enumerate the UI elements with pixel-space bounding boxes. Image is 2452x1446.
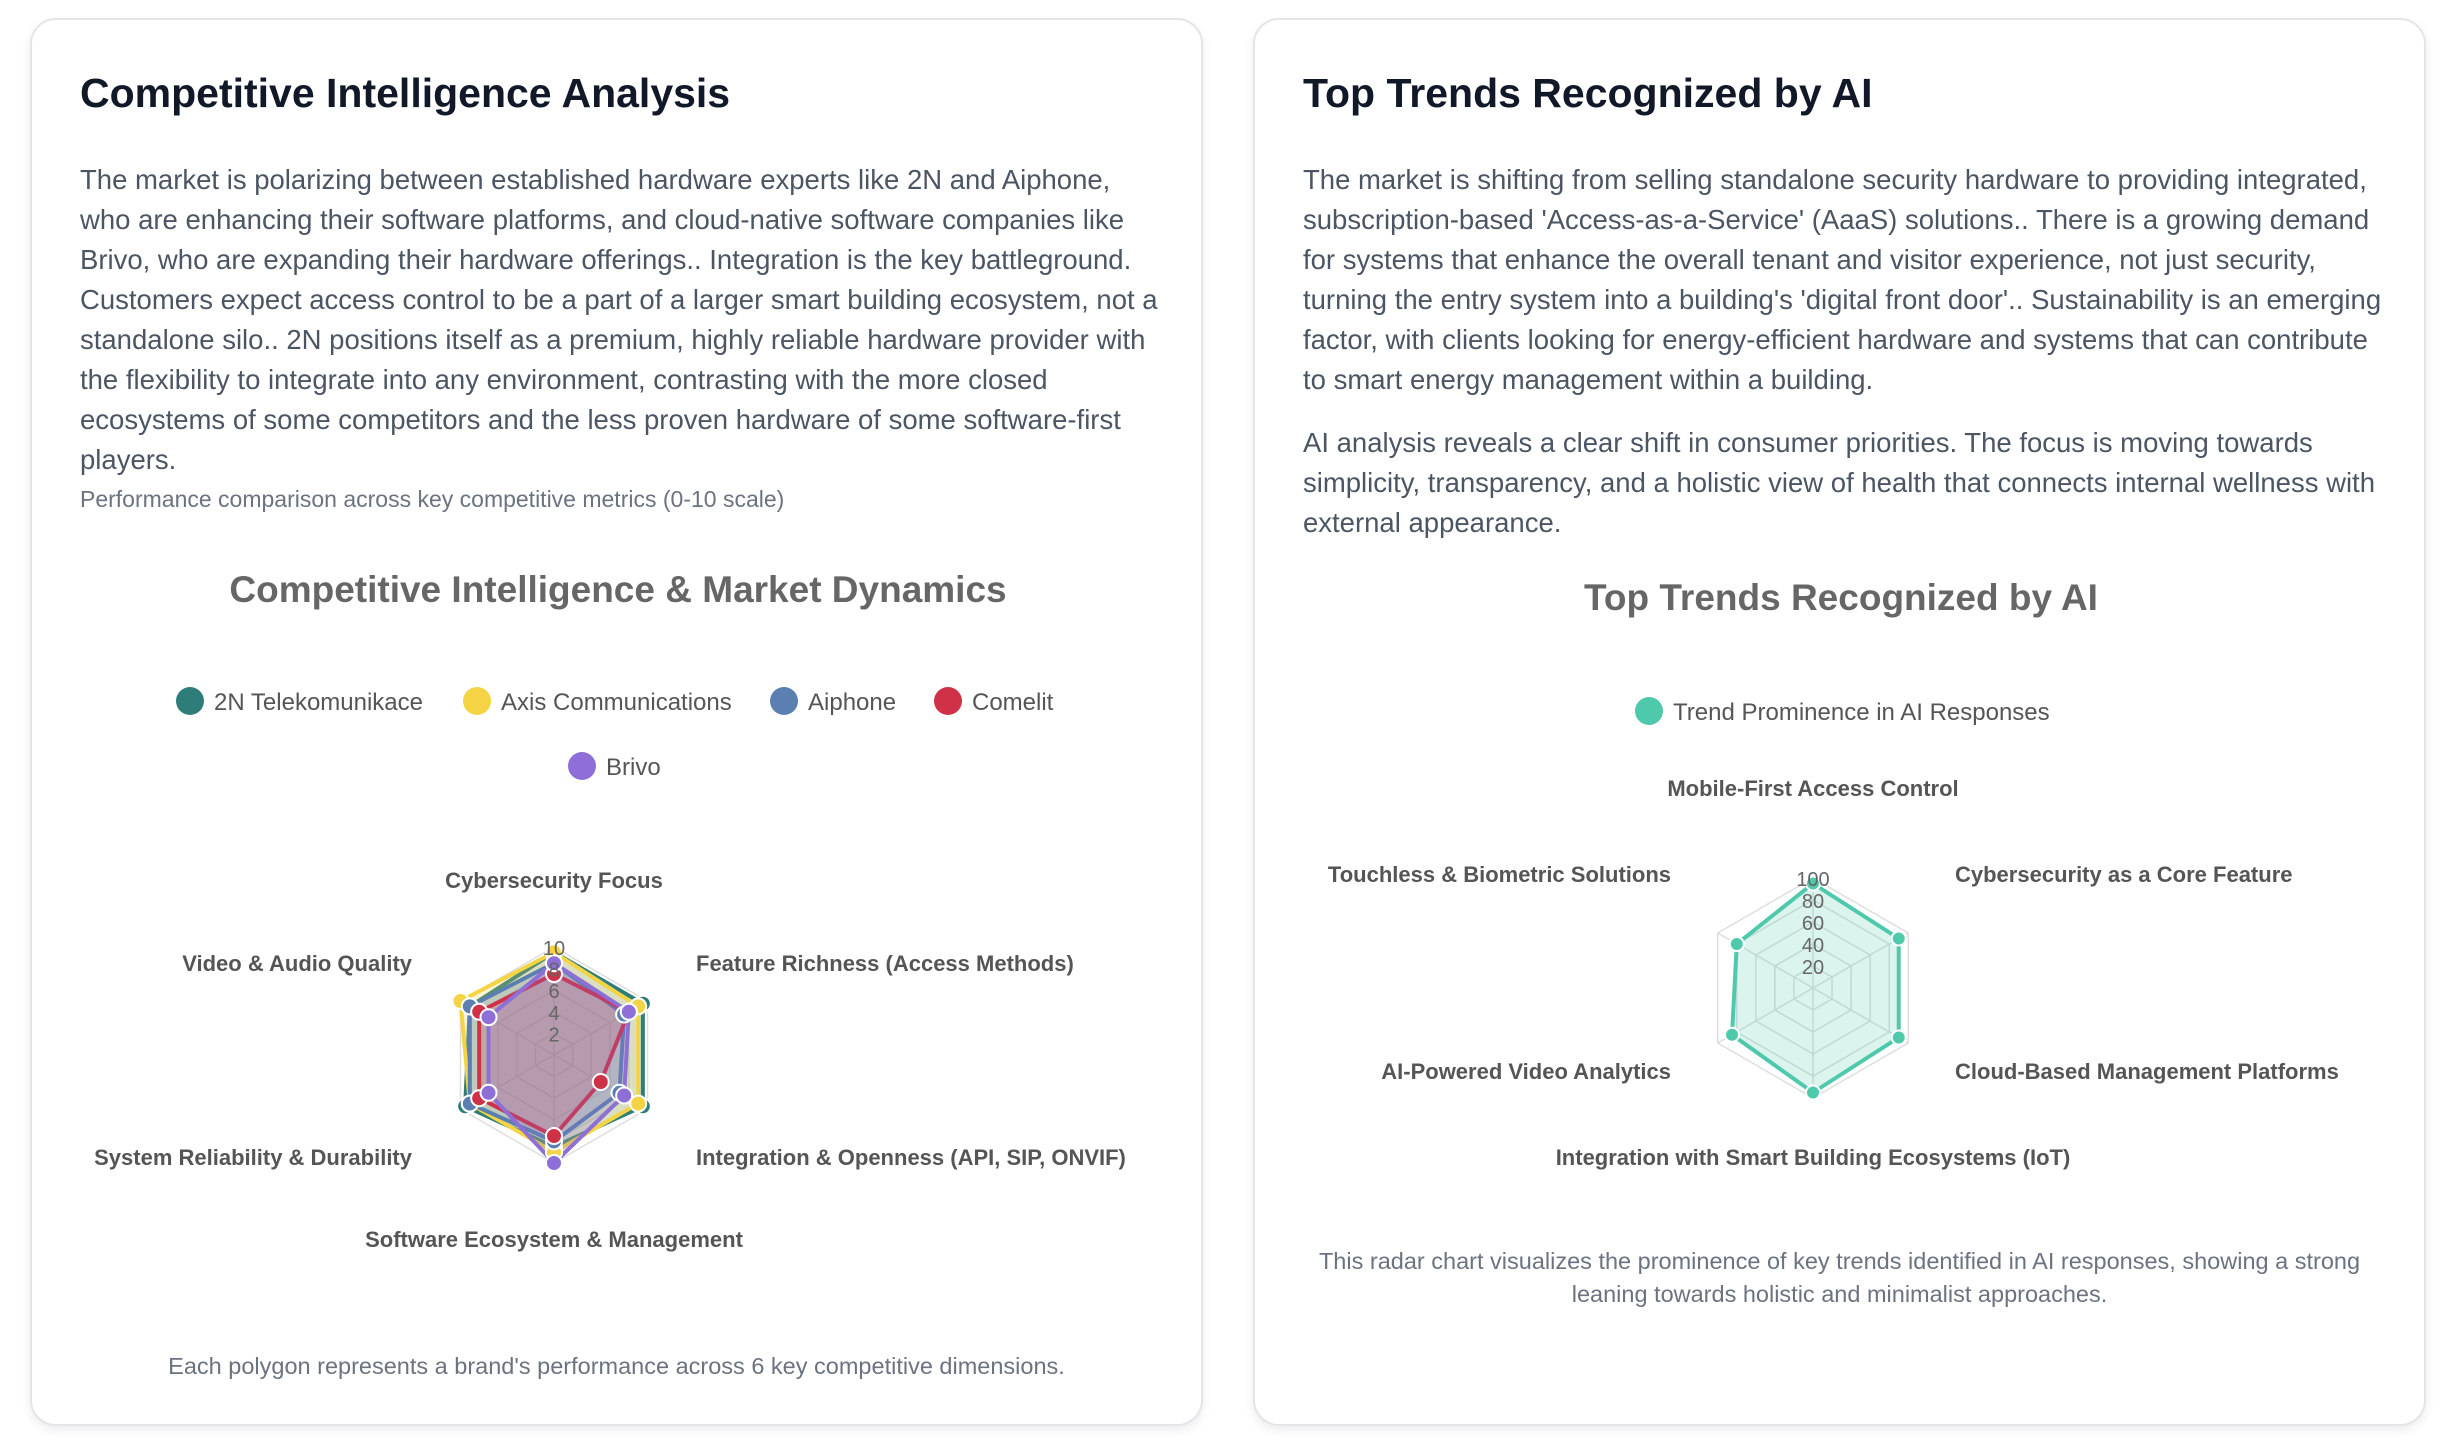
data-point — [1890, 930, 1907, 947]
chart-footnote: This radar chart visualizes the prominen… — [1318, 1248, 2361, 1307]
insight-paragraph: AI analysis reveals a clear shift in con… — [1303, 427, 2375, 538]
analysis-paragraph: The market is polarizing between establi… — [80, 164, 1158, 475]
legend-swatch — [463, 687, 491, 715]
card-title: Top Trends Recognized by AI — [1303, 70, 1873, 116]
data-point — [1890, 1029, 1907, 1046]
radial-tick-label: 2 — [548, 1024, 559, 1046]
legend-item: Trend Prominence in AI Responses — [1635, 697, 2050, 726]
axis-label: Software Ecosystem & Management — [365, 1227, 743, 1252]
top-trends-card: Top Trends Recognized by AI The market i… — [1253, 18, 2426, 1426]
axis-label: Cybersecurity Focus — [445, 868, 663, 893]
legend-label: Aiphone — [808, 689, 896, 716]
radial-tick-label: 100 — [1796, 869, 1829, 891]
axis-label: Touchless & Biometric Solutions — [1328, 862, 1671, 887]
legend-item: Axis Communications — [463, 687, 732, 716]
radial-tick-label: 20 — [1802, 957, 1824, 979]
data-point — [1724, 1026, 1741, 1043]
axis-label: Feature Richness (Access Methods) — [696, 951, 1074, 976]
trends-radar-chart: Top Trends Recognized by AI Trend Promine… — [1328, 577, 2339, 1170]
data-point — [629, 1094, 648, 1113]
data-point — [545, 1127, 563, 1145]
data-point — [591, 1073, 610, 1091]
competitive-intelligence-card: Competitive Intelligence Analysis The ma… — [30, 18, 1203, 1426]
axis-label: Video & Audio Quality — [182, 951, 413, 976]
legend-label: Axis Communications — [501, 689, 732, 716]
axis-label: Integration with Smart Building Ecosyste… — [1556, 1145, 2071, 1170]
data-point — [1728, 936, 1745, 952]
legend-item: Comelit — [934, 687, 1054, 716]
radial-tick-label: 6 — [548, 981, 559, 1003]
radial-tick-label: 40 — [1802, 935, 1824, 957]
axis-label: System Reliability & Durability — [94, 1145, 413, 1170]
data-point — [619, 1002, 638, 1021]
legend-item: Brivo — [568, 752, 661, 781]
chart-title: Competitive Intelligence & Market Dynami… — [229, 569, 1006, 610]
axis-label: Cybersecurity as a Core Feature — [1955, 862, 2293, 887]
data-point — [615, 1086, 634, 1105]
axis-label: Integration & Openness (API, SIP, ONVIF) — [696, 1145, 1126, 1170]
chart-title: Top Trends Recognized by AI — [1584, 577, 2098, 618]
legend-swatch — [1635, 697, 1663, 725]
legend-label: Comelit — [972, 689, 1054, 716]
legend-label: Trend Prominence in AI Responses — [1673, 699, 2050, 726]
axis-label: Mobile-First Access Control — [1667, 776, 1958, 801]
radial-tick-label: 10 — [543, 938, 565, 960]
legend-label: 2N Telekomunikace — [214, 689, 423, 716]
trends-paragraph: The market is shifting from selling stan… — [1303, 164, 2382, 395]
radial-tick-label: 80 — [1802, 891, 1824, 913]
data-point — [1805, 875, 1821, 892]
legend-label: Brivo — [606, 754, 661, 781]
competitive-radar-chart: Competitive Intelligence & Market Dynami… — [94, 569, 1126, 1252]
data-point — [545, 1154, 563, 1172]
data-point — [479, 1083, 498, 1102]
data-point — [479, 1008, 498, 1027]
chart-footnote: Each polygon represents a brand's perfor… — [168, 1353, 1065, 1379]
legend-item: 2N Telekomunikace — [176, 687, 423, 716]
radial-tick-label: 8 — [548, 960, 559, 982]
legend-swatch — [770, 687, 798, 715]
chart-caption: Performance comparison across key compet… — [80, 486, 785, 512]
radial-tick-label: 60 — [1802, 913, 1824, 935]
radial-tick-label: 4 — [548, 1003, 559, 1025]
legend-swatch — [934, 687, 962, 715]
card-title: Competitive Intelligence Analysis — [80, 70, 731, 116]
legend-swatch — [176, 687, 204, 715]
axis-label: AI-Powered Video Analytics — [1381, 1059, 1671, 1084]
data-point — [545, 954, 563, 973]
legend-item: Aiphone — [770, 687, 896, 716]
legend-swatch — [568, 752, 596, 780]
axis-label: Cloud-Based Management Platforms — [1955, 1059, 2339, 1084]
data-point — [1805, 1084, 1821, 1101]
